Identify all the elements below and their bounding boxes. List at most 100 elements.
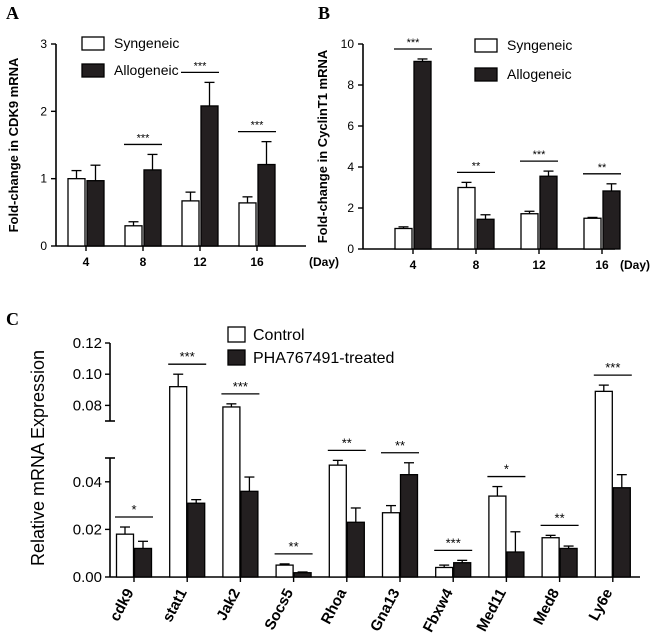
bar-allogeneic — [477, 219, 494, 249]
bar-allogeneic — [540, 176, 557, 249]
legend-swatch-allogeneic — [82, 64, 104, 77]
significance-marker: ** — [472, 160, 481, 172]
legend-swatch-pha767491 — [228, 350, 245, 365]
bar-pha767491 — [454, 563, 471, 577]
significance-marker: ** — [342, 435, 352, 450]
significance-marker: * — [504, 462, 509, 477]
bar-allogeneic — [603, 191, 620, 249]
legend-label: Syngeneic — [114, 35, 179, 51]
y-tick-label: 10 — [341, 37, 355, 51]
y-tick-label: 0.12 — [73, 335, 102, 352]
bar-syngeneic — [395, 229, 412, 250]
y-tick-label: 0.02 — [73, 521, 102, 538]
y-tick-label: 8 — [347, 78, 354, 92]
x-tick-label: 16 — [595, 258, 609, 272]
bar-pha767491 — [294, 573, 311, 577]
bar-pha767491 — [347, 522, 364, 577]
y-tick-label: 3 — [40, 37, 47, 51]
bar-control — [595, 391, 612, 577]
y-tick-label: 2 — [40, 104, 47, 118]
y-tick-label: 0 — [347, 242, 354, 256]
significance-marker: *** — [446, 535, 461, 550]
bar-syngeneic — [182, 201, 199, 246]
bar-pha767491 — [401, 475, 418, 577]
significance-marker: *** — [180, 349, 195, 364]
x-tick-label: 8 — [140, 255, 147, 269]
x-tick-label: Fbxw4 — [420, 585, 457, 635]
bar-syngeneic — [68, 179, 85, 246]
bar-control — [383, 513, 400, 577]
bar-pha767491 — [507, 552, 524, 577]
bar-pha767491 — [613, 488, 630, 577]
x-tick-label: Med11 — [473, 586, 510, 634]
y-tick-label: 0.00 — [73, 569, 102, 586]
x-tick-label: Socs5 — [261, 586, 297, 633]
figure-svg: A0123Fold-change in CDK9 mRNA4 8***12***1… — [0, 0, 650, 639]
bar-allogeneic — [258, 165, 275, 246]
bar-syngeneic — [458, 188, 475, 250]
y-tick-label: 0.08 — [73, 397, 102, 414]
significance-marker: * — [131, 502, 136, 517]
bar-syngeneic — [584, 218, 601, 249]
panel-letter-B: B — [318, 3, 330, 23]
bar-allogeneic — [414, 61, 431, 249]
legend-swatch-syngeneic — [82, 37, 104, 50]
x-tick-label: 4 — [410, 258, 417, 272]
x-tick-label: 8 — [473, 258, 480, 272]
bar-syngeneic — [521, 214, 538, 249]
significance-marker: *** — [137, 132, 151, 144]
y-tick-label: 0.10 — [73, 366, 102, 383]
legend-swatch-allogeneic — [475, 68, 497, 81]
panel-letter-A: A — [6, 3, 19, 23]
significance-marker: ** — [555, 510, 565, 525]
legend-label: Syngeneic — [507, 37, 572, 53]
significance-marker: *** — [533, 149, 547, 161]
bar-allogeneic — [144, 170, 161, 246]
y-tick-label: 2 — [347, 201, 354, 215]
y-axis-label: Fold-change in CyclinT1 mRNA — [315, 49, 330, 243]
bar-control — [489, 496, 506, 577]
y-tick-label: 0 — [40, 239, 47, 253]
x-tick-label: Rhoa — [318, 585, 351, 627]
bar-control — [223, 407, 240, 577]
bar-control — [170, 387, 187, 577]
bar-pha767491 — [135, 548, 152, 577]
x-tick-label: Ly6e — [586, 586, 617, 624]
legend-label: Allogeneic — [507, 66, 572, 82]
bar-control — [329, 465, 346, 577]
x-axis-unit-label: (Day) — [309, 255, 339, 269]
legend-swatch-syngeneic — [475, 39, 497, 52]
bar-allogeneic — [87, 181, 104, 246]
x-tick-label: 12 — [193, 255, 207, 269]
y-axis-label: Relative mRNA Expression — [28, 350, 48, 566]
significance-marker: *** — [251, 120, 265, 132]
bar-control — [276, 565, 293, 577]
bar-control — [117, 534, 134, 577]
bar-syngeneic — [239, 203, 256, 246]
x-axis-unit-label: (Day) — [620, 258, 650, 272]
y-tick-label: 6 — [347, 119, 354, 133]
bar-allogeneic — [201, 106, 218, 246]
y-tick-label: 0.04 — [73, 474, 102, 491]
significance-marker: ** — [289, 539, 299, 554]
bar-control — [436, 567, 453, 577]
x-tick-label: stat1 — [159, 586, 190, 625]
significance-marker: ** — [395, 438, 405, 453]
legend-label: PHA767491-treated — [253, 350, 394, 367]
x-tick-label: Med8 — [530, 586, 563, 628]
bar-pha767491 — [560, 548, 577, 577]
significance-marker: ** — [598, 162, 607, 174]
panel-letter-C: C — [6, 309, 19, 329]
legend-label: Allogeneic — [114, 62, 179, 78]
figure: A 0 1 2 3 Fold-change in CDK9 mRNA 4 8 *** 12 *** 1… — [0, 0, 650, 639]
x-tick-label: Gna13 — [367, 586, 404, 634]
bar-syngeneic — [125, 226, 142, 246]
x-tick-label: 12 — [532, 258, 546, 272]
significance-marker: *** — [233, 379, 248, 394]
legend-swatch-control — [228, 327, 245, 342]
bar-pha767491 — [188, 503, 205, 577]
y-axis-label: Fold-change in CDK9 mRNA — [6, 57, 21, 232]
bar-pha767491 — [241, 491, 258, 577]
x-tick-label: 4 — [83, 255, 90, 269]
significance-marker: *** — [605, 360, 620, 375]
